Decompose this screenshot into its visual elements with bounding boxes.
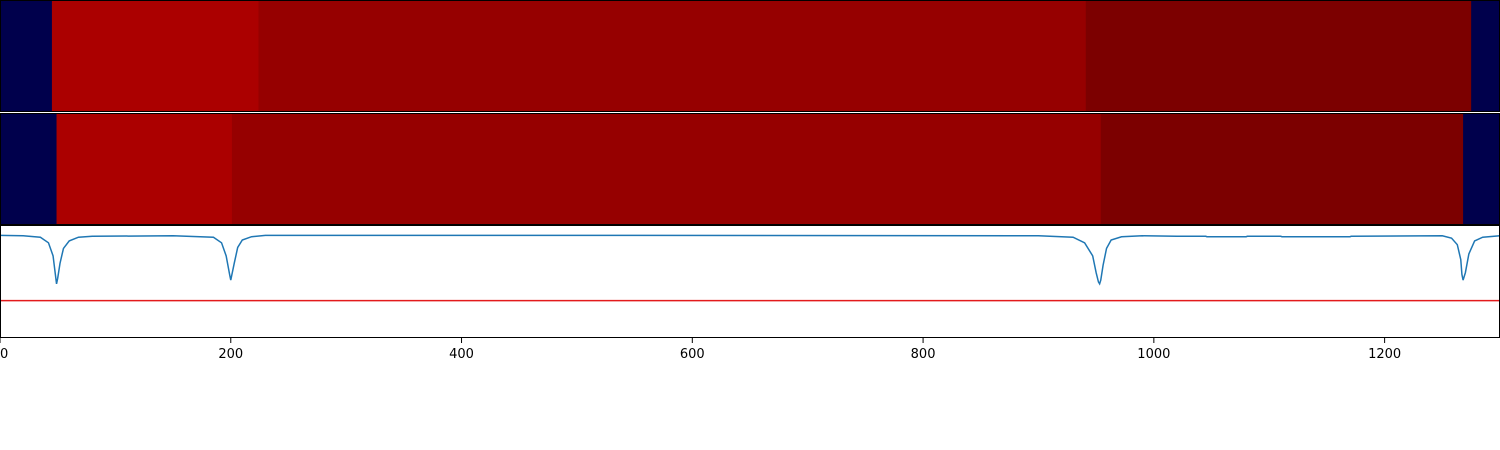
middle-strip-segment-3 [1100, 114, 1464, 225]
middle-heatmap-strip [0, 114, 1500, 225]
x-tick-label-0: 0 [0, 347, 8, 362]
middle-strip-segment-1 [56, 114, 233, 225]
middle-strip-segment-4 [1463, 114, 1500, 225]
x-tick-label-800: 800 [911, 347, 936, 362]
signal-panel [0, 234, 1500, 302]
top-strip-segment-2 [258, 1, 1087, 112]
middle-strip-segment-0 [0, 114, 58, 225]
x-tick-label-1000: 1000 [1137, 347, 1170, 362]
x-tick-label-600: 600 [680, 347, 705, 362]
top-heatmap-strip [0, 1, 1500, 112]
top-strip-segment-3 [1085, 1, 1472, 112]
x-tick-label-1200: 1200 [1368, 347, 1401, 362]
middle-strip-segment-2 [231, 114, 1102, 225]
top-strip-segment-0 [0, 1, 53, 112]
signal-series-line [0, 234, 1500, 286]
x-tick-label-200: 200 [218, 347, 243, 362]
top-strip-segment-1 [51, 1, 260, 112]
top-strip-segment-4 [1471, 1, 1500, 112]
x-tick-label-400: 400 [449, 347, 474, 362]
x-axis: 0 200 400 600 800 1000 1200 [0, 338, 1401, 362]
